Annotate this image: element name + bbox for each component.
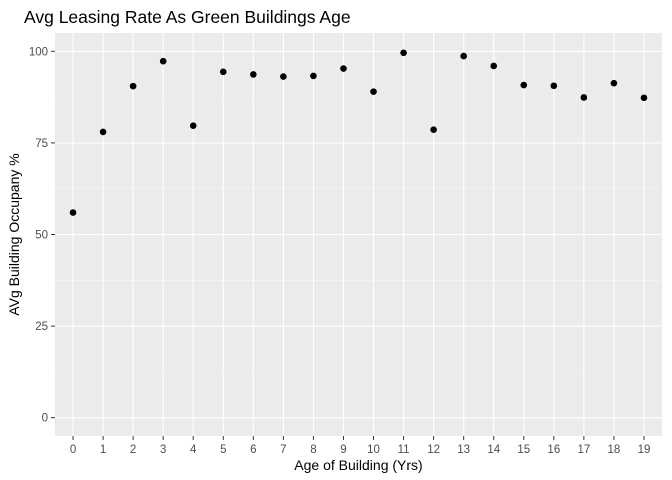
x-tick-label: 17 [577, 444, 590, 456]
x-tick-label: 18 [608, 444, 621, 456]
x-tick-label: 0 [70, 444, 76, 456]
x-tick-label: 5 [220, 444, 226, 456]
x-tick-label: 6 [250, 444, 256, 456]
minor-gridlines [55, 96, 662, 373]
data-point [550, 82, 558, 90]
x-tick-label: 19 [638, 444, 651, 456]
data-point [370, 88, 377, 95]
data-points [69, 49, 648, 216]
x-tick-label: 9 [340, 444, 346, 456]
data-point [640, 94, 648, 102]
x-tick-label: 15 [517, 444, 530, 456]
data-point [430, 126, 437, 134]
x-tick-labels: 0 1 2 3 4 5 6 7 8 9 10 11 12 13 14 15 16 17 18 19 [70, 444, 651, 456]
x-tick-label: 16 [547, 444, 560, 456]
data-point [69, 209, 77, 216]
data-point [400, 49, 407, 57]
chart-title: Avg Leasing Rate As Green Buildings Age [24, 7, 351, 27]
data-point [490, 62, 498, 70]
y-tick-label: 75 [35, 138, 48, 150]
data-point [310, 72, 317, 80]
x-tick-label: 8 [310, 444, 316, 456]
y-tick-label: 50 [35, 230, 48, 242]
y-tick-label: 25 [35, 321, 48, 333]
x-tick-label: 4 [190, 444, 197, 456]
x-tick-label: 11 [398, 444, 410, 456]
data-point [189, 122, 197, 129]
x-tick-label: 1 [100, 444, 106, 456]
axis-ticks [51, 50, 645, 440]
data-point [99, 128, 107, 136]
data-point [129, 82, 137, 90]
x-tick-label: 3 [160, 444, 166, 456]
x-tick-label: 13 [457, 444, 470, 456]
y-axis-title: AVg Building Occupany % [6, 153, 22, 315]
x-tick-label: 2 [130, 444, 136, 456]
major-gridlines [55, 33, 662, 436]
y-tick-label: 100 [29, 46, 48, 58]
x-tick-label: 14 [487, 444, 500, 456]
data-point [219, 68, 227, 76]
data-point [250, 71, 257, 78]
data-point [159, 57, 167, 65]
data-point [460, 52, 467, 60]
data-point [280, 73, 287, 80]
x-tick-label: 10 [367, 444, 380, 456]
data-point [520, 81, 528, 89]
x-tick-label: 12 [427, 444, 440, 456]
y-tick-label: 0 [42, 413, 48, 425]
data-point [610, 79, 618, 87]
x-axis-title: Age of Building (Yrs) [294, 457, 422, 473]
y-tick-labels: 0 25 50 75 100 [29, 46, 48, 424]
data-point [580, 94, 588, 101]
x-tick-label: 7 [280, 444, 286, 456]
data-point [340, 65, 347, 72]
